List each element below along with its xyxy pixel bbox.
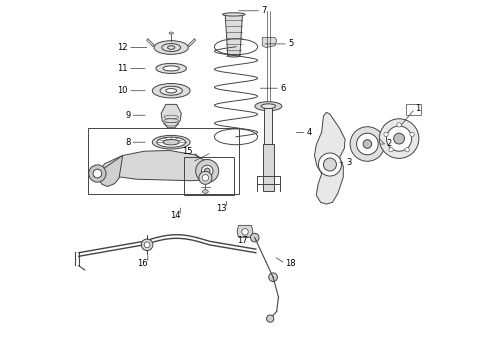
Ellipse shape [152,84,190,98]
Bar [265,108,272,191]
Polygon shape [98,156,122,186]
Ellipse shape [157,137,186,147]
Text: 8: 8 [125,138,130,147]
Text: 11: 11 [118,64,128,73]
Text: 6: 6 [280,84,286,93]
Text: 1: 1 [415,104,420,113]
Ellipse shape [156,63,187,73]
Text: 12: 12 [118,43,128,52]
Circle shape [410,132,414,136]
Circle shape [389,148,393,152]
Circle shape [196,159,219,183]
Bar [88,128,239,194]
Polygon shape [225,14,243,56]
Polygon shape [147,39,154,47]
Circle shape [318,153,342,176]
Text: 16: 16 [137,259,148,268]
Circle shape [384,132,388,136]
Ellipse shape [152,135,190,149]
Circle shape [204,168,210,174]
Circle shape [199,171,212,184]
Text: 4: 4 [306,128,312,137]
Polygon shape [98,150,216,181]
Circle shape [250,233,259,242]
Circle shape [379,119,419,158]
Ellipse shape [154,41,188,54]
Circle shape [350,127,385,161]
Ellipse shape [163,140,179,145]
Circle shape [363,140,372,148]
Text: 7: 7 [261,6,267,15]
Ellipse shape [228,55,240,57]
Ellipse shape [169,32,173,34]
Circle shape [405,148,409,152]
Text: 13: 13 [216,204,226,212]
Text: 17: 17 [237,236,248,245]
Circle shape [387,126,412,151]
Ellipse shape [166,89,176,93]
Bar [184,157,234,195]
Ellipse shape [162,44,180,51]
Ellipse shape [255,102,282,111]
Circle shape [357,133,378,155]
Text: 15: 15 [182,148,193,156]
Circle shape [267,315,274,322]
Circle shape [144,242,150,248]
Polygon shape [262,37,277,48]
Bar [406,104,421,115]
Ellipse shape [168,46,175,49]
Text: 5: 5 [288,40,294,49]
Ellipse shape [261,104,275,109]
Circle shape [141,239,153,251]
Polygon shape [315,112,345,204]
Ellipse shape [160,86,182,95]
Circle shape [93,169,102,178]
Circle shape [201,165,213,177]
Ellipse shape [163,66,179,71]
Text: 10: 10 [118,86,128,95]
Circle shape [89,165,106,182]
Polygon shape [189,39,196,47]
Circle shape [269,273,277,282]
Circle shape [323,158,337,171]
Ellipse shape [202,190,208,193]
Polygon shape [161,104,181,128]
Circle shape [242,229,248,235]
Polygon shape [237,225,253,237]
Text: 14: 14 [170,211,180,220]
Text: 18: 18 [285,259,296,268]
Ellipse shape [222,13,245,16]
Bar [263,144,274,191]
Text: 9: 9 [125,111,130,120]
Text: 3: 3 [346,158,351,167]
Circle shape [393,133,404,144]
Circle shape [397,123,401,127]
Text: 2: 2 [387,139,392,148]
Circle shape [202,175,209,181]
